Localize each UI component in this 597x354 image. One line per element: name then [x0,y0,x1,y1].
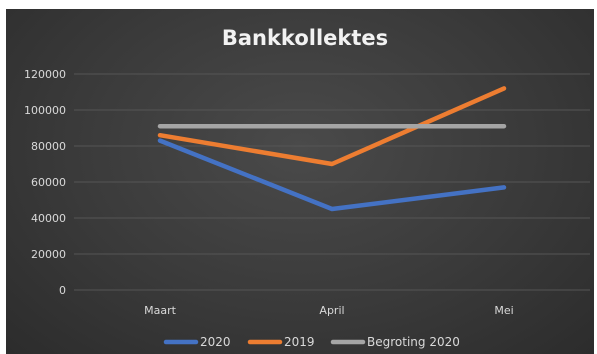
x-tick-label: Mei [494,304,513,317]
series-lines [160,88,504,209]
x-tick-label: Maart [144,304,176,317]
legend: 2020 2019 Begroting 2020 [166,335,460,349]
legend-label: 2019 [284,335,315,349]
y-tick-label: 0 [59,284,66,297]
y-tick-label: 100000 [24,104,66,117]
chart-title: Bankkollektes [222,26,388,50]
legend-label: Begroting 2020 [367,335,460,349]
gridlines [74,74,590,290]
x-tick-label: April [319,304,344,317]
y-tick-label: 120000 [24,68,66,81]
x-axis-ticks: Maart April Mei [144,304,514,317]
y-tick-label: 80000 [31,140,66,153]
y-tick-label: 40000 [31,212,66,225]
y-tick-label: 20000 [31,248,66,261]
series-line-1 [160,141,504,209]
y-axis-ticks: 0 20000 40000 60000 80000 100000 120000 [24,68,66,297]
y-tick-label: 60000 [31,176,66,189]
legend-label: 2020 [200,335,231,349]
